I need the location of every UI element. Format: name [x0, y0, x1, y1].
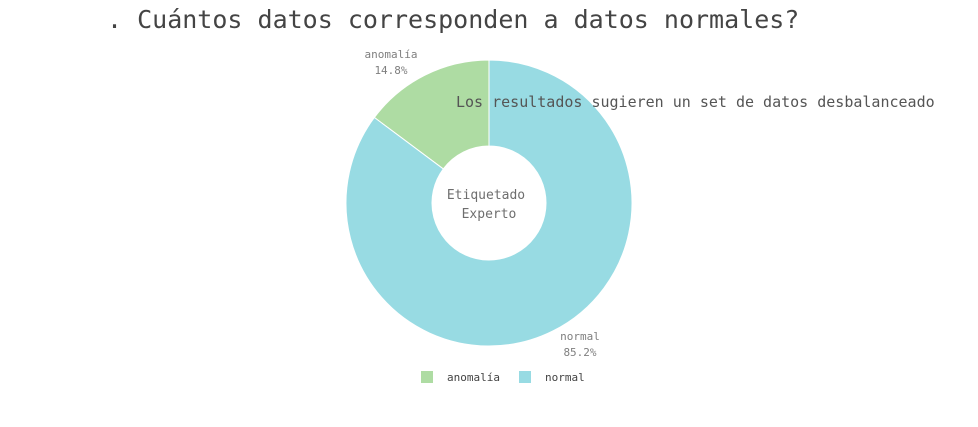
- center-label: Etiquetado Experto: [447, 188, 525, 222]
- legend-label-anomalia[interactable]: anomalía: [447, 371, 500, 384]
- donut-slices: [345, 59, 633, 347]
- slice-label-normal-pct: 85.2%: [563, 346, 596, 359]
- annotation-text: Los resultados sugieren un set de datos …: [456, 93, 935, 111]
- center-label-line-1: Etiquetado: [447, 188, 525, 203]
- legend[interactable]: anomalía normal: [421, 371, 585, 384]
- legend-label-normal[interactable]: normal: [545, 371, 585, 384]
- slice-label-anomalia-pct: 14.8%: [374, 64, 407, 77]
- legend-swatch-normal[interactable]: [519, 371, 531, 383]
- slice-labels: anomalía 14.8% normal 85.2%: [365, 48, 600, 359]
- slice-label-anomalia-name: anomalía: [365, 48, 418, 61]
- center-label-line-2: Experto: [462, 207, 517, 222]
- slice-anomalia[interactable]: [373, 59, 490, 170]
- chart-title: . Cuántos datos corresponden a datos nor…: [107, 5, 799, 34]
- slice-label-normal-name: normal: [560, 330, 600, 343]
- slice-normal[interactable]: [345, 59, 633, 347]
- legend-swatch-anomalia[interactable]: [421, 371, 433, 383]
